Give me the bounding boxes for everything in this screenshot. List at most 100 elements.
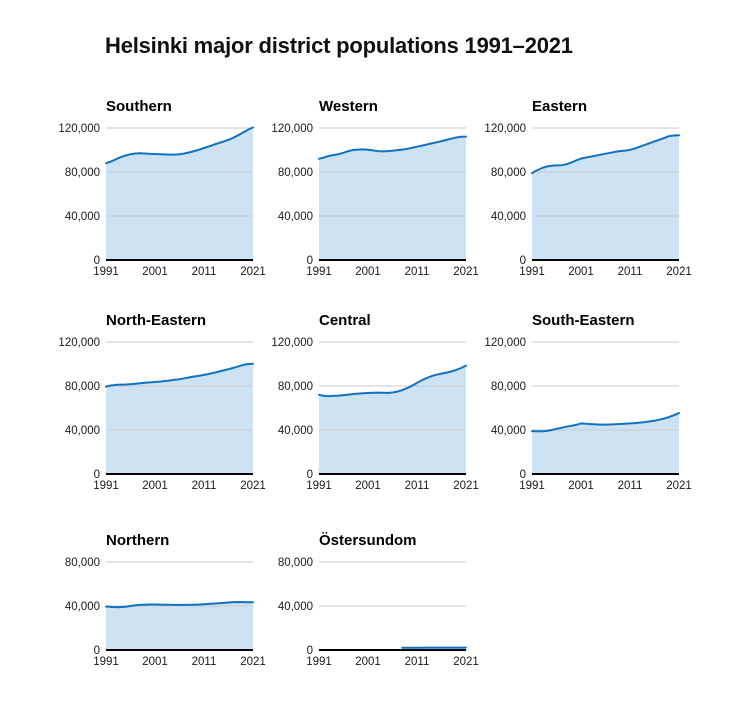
x-tick-label: 1991 — [306, 656, 332, 668]
chart-panel-central: Central 0 40,000 80,000 120,000 1991 2001 2011 2… — [263, 310, 480, 498]
chart-panel-western: Western 0 40,000 80,000 120,000 1991 2001 2011 2… — [263, 96, 480, 284]
x-tick-label: 1991 — [93, 656, 119, 668]
y-tick-label: 0 — [94, 645, 100, 657]
page-title: Helsinki major district populations 1991… — [105, 33, 573, 58]
x-tick-label: 2021 — [453, 480, 479, 492]
y-tick-label: 40,000 — [65, 425, 100, 437]
x-tick-label: 2021 — [240, 266, 266, 278]
x-tick-label: 2011 — [192, 266, 217, 278]
y-tick-label: 80,000 — [278, 167, 313, 179]
chart-title: Östersundom — [319, 532, 417, 549]
trend-line — [531, 134, 680, 175]
chart-title: North-Eastern — [106, 312, 207, 329]
area-fill — [106, 363, 253, 474]
y-tick-label: 40,000 — [491, 425, 526, 437]
y-tick-label: 0 — [520, 255, 526, 267]
x-tick-label: 2011 — [192, 656, 217, 668]
x-tick-label: 2011 — [192, 480, 217, 492]
chart-panel-northern: Northern 0 40,000 80,000 1991 2001 2011 2021 — [50, 530, 267, 674]
y-tick-label: 40,000 — [278, 601, 313, 613]
x-tick-label: 1991 — [306, 480, 332, 492]
x-tick-label: 1991 — [519, 266, 545, 278]
y-tick-label: 0 — [94, 255, 100, 267]
chart-title: Central — [319, 312, 371, 329]
northern-area-chart: 0 40,000 80,000 1991 2001 2011 2021 — [65, 557, 266, 668]
north-eastern-area-chart: 0 40,000 80,000 120,000 1991 2001 2011 2021 — [58, 337, 266, 492]
x-tick-label: 2001 — [142, 480, 168, 492]
chart-panel-southern: Southern 0 40,000 80,000 120,000 1991 2001 2011… — [50, 96, 267, 284]
x-tick-label: 2001 — [568, 480, 594, 492]
area-fill — [319, 136, 466, 260]
western-area-chart: 0 40,000 80,000 120,000 1991 2001 2011 2021 — [271, 123, 479, 278]
chart-panel-eastern: Eastern 0 40,000 80,000 120,000 1991 2001 2011 2… — [476, 96, 693, 284]
trend-line — [531, 412, 680, 433]
y-tick-label: 80,000 — [65, 381, 100, 393]
y-tick-label: 80,000 — [491, 381, 526, 393]
x-tick-label: 2021 — [666, 266, 692, 278]
southern-area-chart: 0 40,000 80,000 120,000 1991 2001 2011 2021 — [58, 123, 266, 278]
area-fill — [106, 127, 253, 260]
x-tick-label: 2021 — [240, 480, 266, 492]
x-tick-label: 2001 — [142, 656, 168, 668]
y-tick-label: 40,000 — [278, 211, 313, 223]
y-tick-label: 0 — [520, 469, 526, 481]
trend-line — [318, 135, 467, 160]
south-eastern-area-chart: 0 40,000 80,000 120,000 1991 2001 2011 2021 — [484, 337, 692, 492]
chart-title: Western — [319, 98, 378, 115]
y-tick-label: 120,000 — [58, 123, 100, 135]
y-tick-label: 0 — [307, 645, 313, 657]
trend-line — [105, 126, 254, 165]
trend-line — [105, 601, 254, 609]
x-tick-label: 2021 — [453, 656, 479, 668]
area-fill — [532, 135, 679, 260]
y-tick-label: 80,000 — [65, 557, 100, 569]
area-fill — [106, 602, 253, 650]
chart-panel-south-eastern: South-Eastern 0 40,000 80,000 120,000 1991 200… — [476, 310, 693, 498]
y-tick-label: 120,000 — [271, 337, 313, 349]
x-tick-label: 1991 — [519, 480, 545, 492]
area-fill — [532, 413, 679, 474]
y-tick-label: 80,000 — [491, 167, 526, 179]
x-tick-label: 2021 — [240, 656, 266, 668]
area-fill — [319, 365, 466, 474]
y-tick-label: 120,000 — [484, 337, 526, 349]
-stersundom-area-chart: 0 40,000 80,000 1991 2001 2011 2021 — [278, 557, 479, 668]
y-tick-label: 40,000 — [65, 211, 100, 223]
chart-title: Southern — [106, 98, 172, 115]
x-tick-label: 1991 — [306, 266, 332, 278]
x-tick-label: 2021 — [666, 480, 692, 492]
y-tick-label: 40,000 — [278, 425, 313, 437]
chart-panel-north-eastern: North-Eastern 0 40,000 80,000 120,000 1991 200… — [50, 310, 267, 498]
trend-line — [105, 362, 254, 388]
y-tick-label: 80,000 — [65, 167, 100, 179]
x-tick-label: 2001 — [355, 656, 381, 668]
chart-title: Eastern — [532, 98, 588, 115]
chart-title: South-Eastern — [532, 312, 635, 329]
trend-line — [318, 364, 467, 398]
x-tick-label: 2001 — [142, 266, 168, 278]
chart-panel--stersundom: Östersundom 0 40,000 80,000 1991 2001 2011 2021 — [263, 530, 480, 674]
y-tick-label: 120,000 — [484, 123, 526, 135]
x-tick-label: 1991 — [93, 480, 119, 492]
x-tick-label: 2011 — [405, 480, 430, 492]
central-area-chart: 0 40,000 80,000 120,000 1991 2001 2011 2021 — [271, 337, 479, 492]
y-tick-label: 80,000 — [278, 557, 313, 569]
x-tick-label: 2011 — [405, 656, 430, 668]
y-tick-label: 0 — [94, 469, 100, 481]
y-tick-label: 80,000 — [278, 381, 313, 393]
y-tick-label: 0 — [307, 255, 313, 267]
y-tick-label: 40,000 — [65, 601, 100, 613]
x-tick-label: 2021 — [453, 266, 479, 278]
x-tick-label: 2011 — [618, 266, 643, 278]
x-tick-label: 2011 — [405, 266, 430, 278]
x-tick-label: 2011 — [618, 480, 643, 492]
y-tick-label: 0 — [307, 469, 313, 481]
y-tick-label: 40,000 — [491, 211, 526, 223]
x-tick-label: 1991 — [93, 266, 119, 278]
eastern-area-chart: 0 40,000 80,000 120,000 1991 2001 2011 2021 — [484, 123, 692, 278]
chart-title: Northern — [106, 532, 170, 549]
x-tick-label: 2001 — [355, 266, 381, 278]
x-tick-label: 2001 — [355, 480, 381, 492]
y-tick-label: 120,000 — [58, 337, 100, 349]
